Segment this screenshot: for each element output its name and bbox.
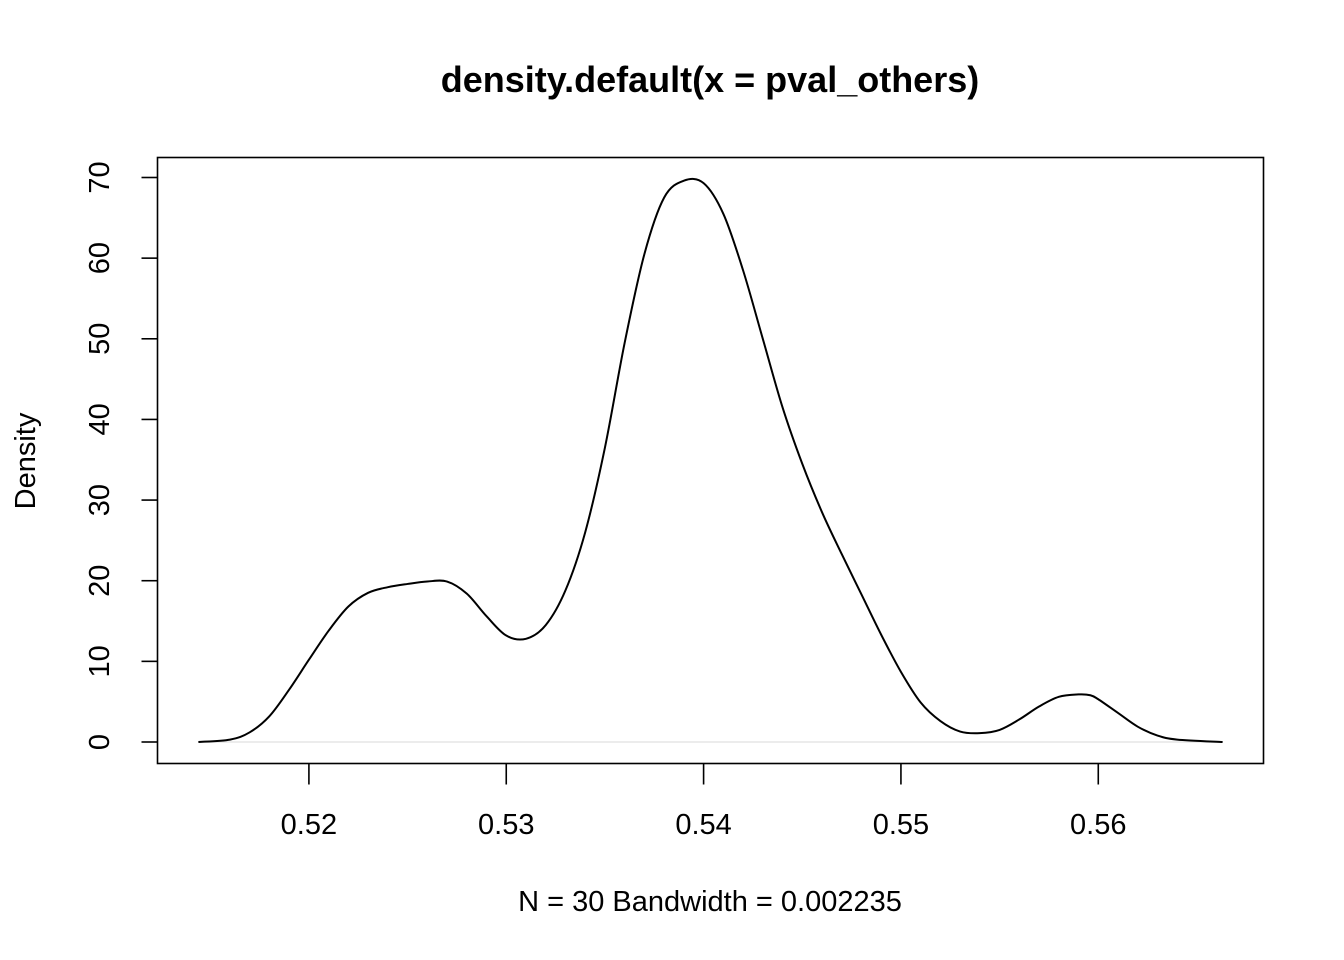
x-tick-label: 0.52 bbox=[281, 809, 337, 841]
chart-title: density.default(x = pval_others) bbox=[441, 59, 979, 100]
y-tick-label: 20 bbox=[84, 565, 116, 597]
y-tick-label: 30 bbox=[84, 484, 116, 516]
y-tick-label: 0 bbox=[84, 734, 116, 750]
y-tick-label: 10 bbox=[84, 645, 116, 677]
x-tick-label: 0.54 bbox=[675, 809, 731, 841]
y-axis-label: Density bbox=[10, 412, 42, 509]
y-tick-label: 40 bbox=[84, 403, 116, 435]
x-axis: 0.52 0.53 0.54 0.55 0.56 bbox=[281, 763, 1127, 841]
y-tick-label: 60 bbox=[84, 242, 116, 274]
x-axis-label: N = 30 Bandwidth = 0.002235 bbox=[518, 886, 902, 918]
y-tick-label: 70 bbox=[84, 161, 116, 193]
x-tick-label: 0.53 bbox=[478, 809, 534, 841]
y-tick-label: 50 bbox=[84, 323, 116, 355]
plot-frame bbox=[156, 156, 1265, 765]
density-curve bbox=[198, 177, 1223, 743]
x-tick-label: 0.55 bbox=[873, 809, 929, 841]
x-tick-label: 0.56 bbox=[1070, 809, 1126, 841]
y-axis: 0 10 20 30 40 50 60 70 bbox=[84, 161, 158, 750]
